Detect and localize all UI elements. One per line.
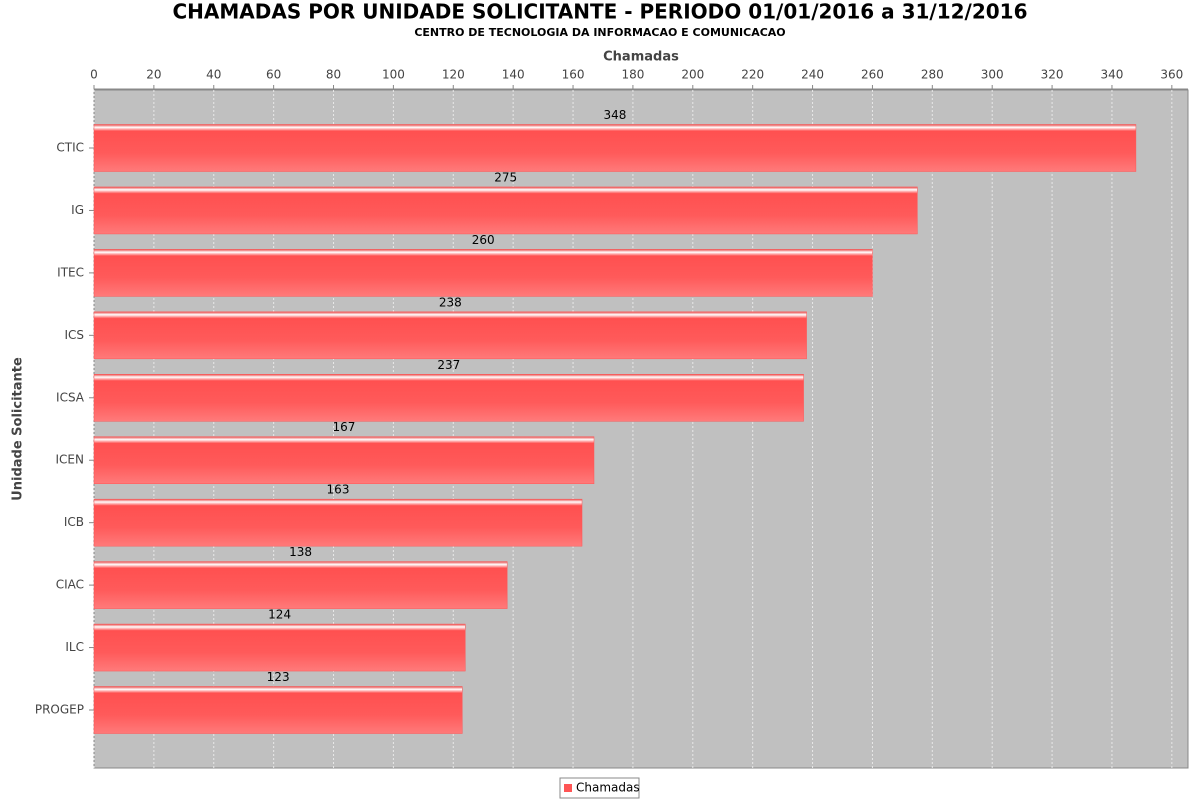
x-tick-label: 200 bbox=[681, 68, 704, 82]
x-tick-label: 180 bbox=[621, 68, 644, 82]
y-tick-label: ICS bbox=[64, 328, 84, 342]
chart-title: CHAMADAS POR UNIDADE SOLICITANTE - PERIO… bbox=[172, 0, 1027, 24]
y-tick-label: ITEC bbox=[57, 265, 84, 279]
bar bbox=[93, 186, 918, 235]
legend-label: Chamadas bbox=[576, 781, 640, 795]
legend: Chamadas bbox=[559, 777, 640, 799]
x-tick-label: 300 bbox=[981, 68, 1004, 82]
y-tick-label: PROGEP bbox=[35, 703, 84, 717]
x-tick-label: 0 bbox=[90, 68, 98, 82]
chart-subtitle: CENTRO DE TECNOLOGIA DA INFORMACAO E COM… bbox=[414, 26, 785, 39]
bar bbox=[93, 686, 463, 734]
x-tick-label: 340 bbox=[1100, 68, 1123, 82]
x-tick-label: 220 bbox=[741, 68, 764, 82]
y-axis-label: Unidade Solicitante bbox=[11, 357, 26, 501]
value-label: 237 bbox=[437, 358, 460, 372]
bar bbox=[93, 436, 595, 484]
value-label: 260 bbox=[472, 233, 495, 247]
value-label: 238 bbox=[439, 295, 462, 309]
bar bbox=[93, 623, 466, 672]
x-tick-label: 240 bbox=[801, 68, 824, 82]
x-tick-label: 140 bbox=[502, 68, 525, 82]
x-tick-label: 40 bbox=[206, 68, 221, 82]
y-tick-label: ILC bbox=[65, 640, 84, 654]
value-label: 275 bbox=[494, 170, 517, 184]
x-tick-label: 60 bbox=[266, 68, 281, 82]
bar bbox=[93, 561, 508, 609]
bar bbox=[93, 498, 583, 547]
y-tick-label: IG bbox=[71, 203, 84, 217]
y-tick-label: CIAC bbox=[56, 578, 84, 592]
x-tick-label: 160 bbox=[562, 68, 585, 82]
y-tick-label: ICB bbox=[64, 515, 84, 529]
x-tick-label: 20 bbox=[146, 68, 161, 82]
y-tick-label: ICSA bbox=[56, 390, 85, 404]
value-label: 163 bbox=[327, 483, 350, 497]
value-label: 138 bbox=[289, 545, 312, 559]
bar bbox=[93, 249, 873, 297]
bar bbox=[93, 311, 807, 360]
x-tick-label: 80 bbox=[326, 68, 341, 82]
x-tick-label: 280 bbox=[921, 68, 944, 82]
value-label: 167 bbox=[333, 420, 356, 434]
value-label: 348 bbox=[603, 108, 626, 122]
y-tick-label: CTIC bbox=[56, 141, 84, 155]
x-tick-label: 320 bbox=[1041, 68, 1064, 82]
x-axis-label: Chamadas bbox=[603, 50, 679, 65]
x-tick-label: 260 bbox=[861, 68, 884, 82]
bar bbox=[93, 374, 804, 422]
x-tick-label: 360 bbox=[1160, 68, 1183, 82]
x-tick-label: 120 bbox=[442, 68, 465, 82]
legend-box bbox=[559, 777, 640, 799]
value-label: 123 bbox=[267, 670, 290, 684]
y-tick-label: ICEN bbox=[56, 453, 84, 467]
legend-swatch bbox=[564, 784, 572, 792]
value-label: 124 bbox=[268, 608, 291, 622]
bar bbox=[93, 124, 1137, 172]
x-tick-label: 100 bbox=[382, 68, 405, 82]
